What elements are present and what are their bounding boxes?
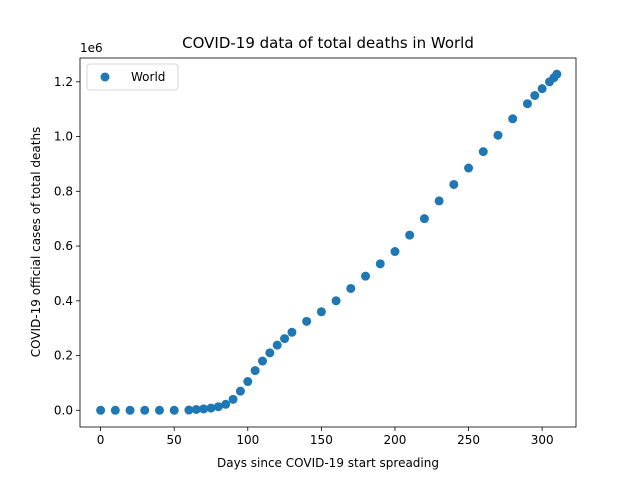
- data-point: [552, 69, 562, 79]
- x-tick-label: 150: [310, 433, 333, 447]
- data-point: [169, 405, 179, 415]
- y-tick-label: 0.2: [54, 349, 73, 363]
- data-point: [493, 130, 503, 140]
- legend: World: [86, 63, 179, 91]
- data-point: [478, 147, 488, 157]
- data-point: [206, 403, 216, 413]
- data-points: [96, 69, 562, 415]
- y-tick-label: 0.6: [54, 239, 73, 253]
- y-axis-label: COVID-19 official cases of total deaths: [29, 127, 43, 358]
- data-point: [154, 405, 164, 415]
- legend-label-world: World: [131, 70, 165, 84]
- data-point: [191, 404, 201, 414]
- data-point: [125, 405, 135, 415]
- data-point: [213, 402, 223, 412]
- x-tick-label: 250: [457, 433, 480, 447]
- data-point: [302, 316, 312, 326]
- data-point: [530, 91, 540, 100]
- data-point: [140, 405, 150, 415]
- data-point: [199, 404, 209, 414]
- data-point: [287, 327, 297, 337]
- data-point: [361, 271, 371, 281]
- data-point: [346, 283, 356, 293]
- data-point: [272, 340, 282, 350]
- data-point: [110, 405, 120, 415]
- y-tick-label: 0.4: [54, 294, 73, 308]
- plot-frame: [79, 57, 577, 428]
- data-point: [250, 366, 260, 376]
- data-point: [405, 230, 415, 240]
- data-point: [464, 163, 474, 173]
- data-point: [96, 405, 106, 415]
- legend-marker: [100, 72, 110, 82]
- y-tick-label: 0.0: [54, 403, 73, 417]
- x-axis-label: Days since COVID-19 start spreading: [217, 456, 439, 470]
- legend-box: [86, 63, 179, 91]
- x-tick-label: 50: [167, 433, 182, 447]
- chart-title: COVID-19 data of total deaths in World: [182, 34, 474, 52]
- x-tick-label: 0: [97, 433, 105, 447]
- y-tick-label: 1.0: [54, 130, 73, 144]
- data-point: [258, 356, 267, 366]
- data-point: [221, 399, 231, 409]
- y-tick-label: 1.2: [54, 75, 73, 89]
- data-point: [265, 348, 275, 358]
- data-point: [243, 377, 253, 387]
- data-point: [419, 214, 429, 224]
- data-point: [375, 259, 385, 269]
- x-tick-label: 200: [384, 433, 407, 447]
- data-point: [522, 99, 532, 109]
- x-tick-label: 300: [531, 433, 554, 447]
- data-point: [316, 307, 326, 317]
- x-axis-ticks: 0 50 100 150 200 250 300: [97, 427, 554, 447]
- y-axis-ticks: 0.0 0.2 0.4 0.6 0.8 1.0 1.2: [54, 75, 80, 417]
- data-point: [280, 334, 290, 344]
- data-point: [331, 296, 341, 306]
- data-point: [235, 386, 245, 396]
- y-tick-label: 0.8: [54, 184, 73, 198]
- x-tick-label: 100: [236, 433, 259, 447]
- data-point: [449, 179, 459, 189]
- data-point: [390, 247, 400, 257]
- y-offset-label: 1e6: [80, 41, 103, 55]
- data-point: [508, 114, 518, 124]
- data-point: [434, 196, 444, 206]
- data-point: [537, 84, 547, 94]
- data-point: [184, 405, 194, 415]
- data-point: [228, 394, 238, 404]
